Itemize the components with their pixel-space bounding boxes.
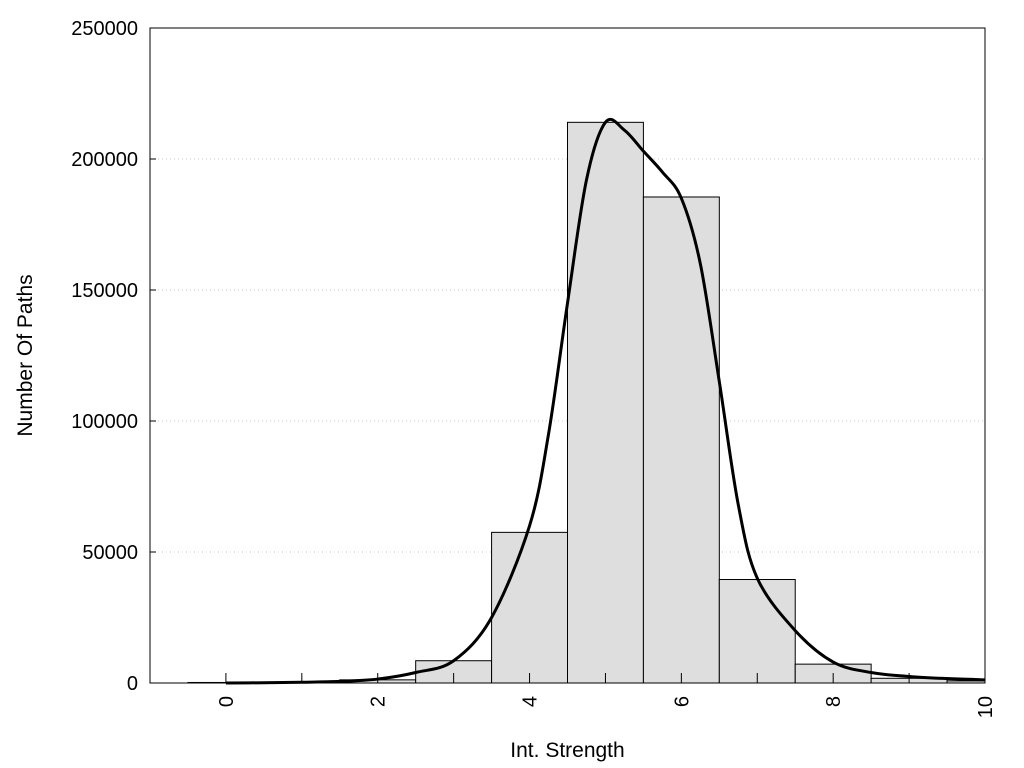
x-tick-label: 10 (975, 696, 997, 718)
y-axis-title: Number Of Paths (14, 274, 37, 436)
y-tick-label: 50000 (82, 542, 138, 564)
bar (642, 196, 720, 684)
y-tick-label: 200000 (71, 149, 138, 171)
x-tick-label: 8 (823, 696, 845, 707)
x-tick-label: 2 (368, 696, 390, 707)
bar (491, 531, 568, 684)
y-tick-label: 0 (127, 673, 138, 695)
x-tick-label: 4 (520, 696, 542, 707)
y-axis-ticks: 0 50000 100000 150000 200000 250000 (71, 18, 156, 695)
y-tick-label: 150000 (71, 280, 138, 302)
bars (187, 121, 986, 684)
plot-area-frame (149, 27, 986, 684)
x-axis-title: Int. Strength (510, 739, 624, 762)
fit-curve (225, 117, 986, 685)
x-tick-label: 0 (216, 696, 238, 707)
bar (567, 121, 644, 684)
bar (718, 579, 796, 684)
x-axis-ticks: 0 2 4 6 8 10 (216, 673, 997, 718)
y-tick-label: 250000 (71, 18, 138, 40)
y-tick-label: 100000 (71, 411, 138, 433)
x-tick-label: 6 (671, 696, 693, 707)
